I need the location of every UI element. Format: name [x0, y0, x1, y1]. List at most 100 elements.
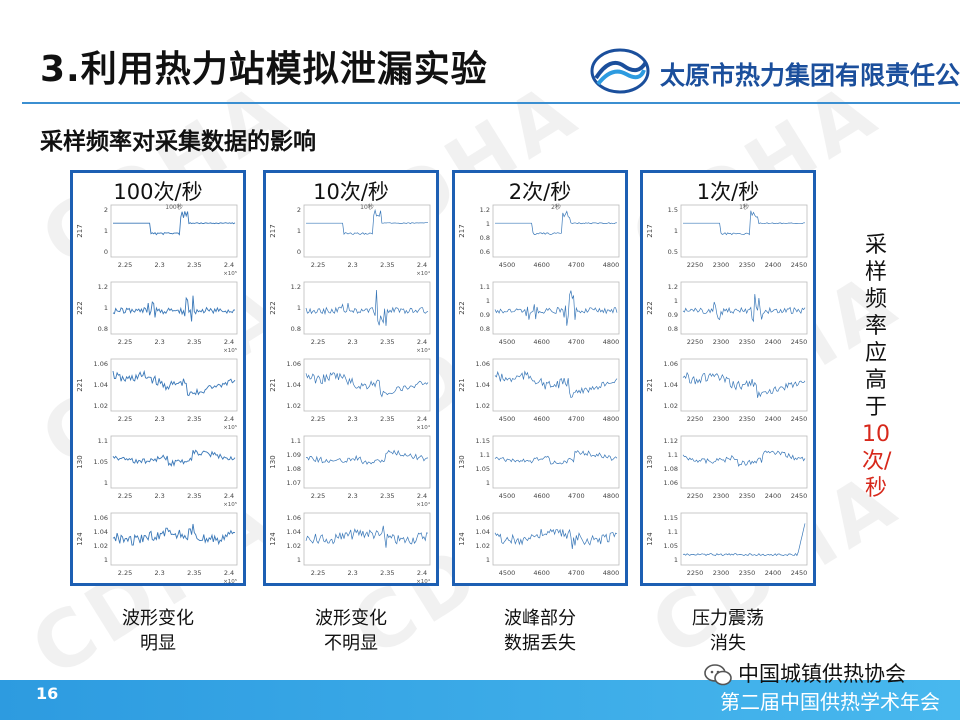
x-tick-label: 4500 [499, 261, 516, 269]
y-tick-label: 1.02 [664, 402, 678, 410]
y-tick-label: 0.5 [668, 248, 678, 256]
y-tick-label: 1.06 [287, 360, 301, 368]
sampling-panel: 2次/秒 2秒 217 1.2 1 0.8 0.6 4500 4600 4700 4800 222 1.… [452, 170, 628, 586]
y-tick-label: 1.02 [287, 402, 301, 410]
y-axis-label: 130 [646, 455, 654, 468]
y-tick-label: 1.02 [476, 402, 490, 410]
x-tick-label: 4500 [499, 492, 516, 500]
x-tick-label: 2.35 [380, 415, 394, 423]
y-tick-label: 1.08 [664, 465, 678, 473]
side-note-char: 于 [864, 395, 887, 420]
side-note: 采样频率应高于 10 次/秒 [862, 232, 891, 502]
x-tick-label: 2.3 [347, 415, 357, 423]
subplot-124: 124 1.06 1.04 1.02 1 2.25 2.3 2.35 2.4×10⁵ [76, 512, 238, 585]
subplot-221: 221 1.06 1.04 1.02 4500 4600 4700 4800 [458, 358, 620, 423]
x-tick-label: 2300 [713, 415, 730, 423]
x-tick-label: 4700 [568, 338, 585, 346]
x-tick-label: 2250 [687, 261, 704, 269]
conference-name: 第二届中国供热学术年会 [720, 690, 940, 714]
axes-frame [110, 281, 238, 335]
subplot-222: 222 1.1 1 0.9 0.8 4500 4600 4700 4800 [458, 281, 620, 346]
y-tick-label: 1 [486, 479, 490, 487]
y-tick-label: 1.04 [664, 381, 678, 389]
y-axis-label: 221 [646, 378, 654, 391]
x-tick-label: 2.4 [224, 415, 234, 423]
side-note-char: 频 [864, 287, 887, 312]
plot-title: 10秒 [360, 203, 374, 211]
axes-frame [492, 204, 620, 258]
axes-frame [492, 281, 620, 335]
plot-title: 2秒 [551, 203, 561, 211]
y-tick-label: 1.06 [664, 479, 678, 487]
y-tick-label: 0.9 [668, 311, 678, 319]
axes-frame [110, 358, 238, 412]
y-tick-label: 1.02 [94, 402, 108, 410]
y-tick-label: 0.8 [98, 325, 108, 333]
x-tick-label: 4600 [533, 415, 550, 423]
x-tick-label: 2.4 [224, 261, 234, 269]
y-axis-label: 130 [458, 455, 466, 468]
x-tick-label: 2.25 [311, 492, 325, 500]
x-tick-label: 2.35 [380, 338, 394, 346]
y-tick-label: 1.1 [668, 528, 678, 536]
y-tick-label: 1 [104, 304, 108, 312]
y-axis-label: 221 [458, 378, 466, 391]
x-tick-label: 2.4 [417, 492, 427, 500]
x-tick-label: 2.35 [187, 569, 201, 577]
y-axis-label: 130 [269, 455, 277, 468]
caption-line: 数据丢失 [504, 633, 576, 654]
x-tick-label: 4700 [568, 415, 585, 423]
axes-frame [303, 204, 431, 258]
x-tick-label: 2.35 [380, 569, 394, 577]
subplot-130: 130 1.12 1.1 1.08 1.06 2250 2300 2350 2400 2450 [646, 435, 808, 500]
signal-trace [112, 449, 236, 467]
x-tick-label: 2.35 [187, 415, 201, 423]
x-tick-label: 2.3 [154, 492, 164, 500]
axes-frame [110, 435, 238, 489]
x-tick-label: 2.35 [380, 492, 394, 500]
caption-line: 波形变化 [315, 608, 387, 629]
x-tick-label: 2.35 [187, 338, 201, 346]
x-tick-label: 4600 [533, 492, 550, 500]
x-tick-label: 4700 [568, 569, 585, 577]
footer-bar [0, 680, 960, 720]
y-axis-label: 130 [76, 455, 84, 468]
x-tick-label: 2450 [791, 338, 808, 346]
x-exponent-label: ×10⁴ [416, 347, 431, 354]
y-tick-label: 1.1 [291, 437, 301, 445]
association-name: 中国城镇供热协会 [738, 662, 906, 686]
y-axis-label: 222 [76, 301, 84, 314]
subplot-222: 222 1.2 1 0.8 2.25 2.3 2.35 2.4×10⁴ [269, 281, 431, 354]
x-tick-label: 2300 [713, 338, 730, 346]
signal-trace [305, 289, 429, 326]
x-tick-label: 2.25 [118, 492, 132, 500]
sampling-panel: 100次/秒 100秒 217 2 1 0 2.25 2.3 2.35 2.4 ×10⁵ 222 1.2… [70, 170, 246, 586]
y-axis-label: 124 [646, 532, 654, 546]
x-tick-label: 2250 [687, 569, 704, 577]
x-exponent-label: ×10⁴ [416, 424, 431, 431]
y-tick-label: 1.15 [476, 437, 490, 445]
x-tick-label: 2400 [765, 261, 782, 269]
x-tick-label: 2350 [739, 415, 756, 423]
signal-trace [682, 294, 806, 323]
y-axis-label: 217 [269, 224, 277, 237]
section-subtitle: 采样频率对采集数据的影响 [40, 129, 316, 155]
axes-frame [680, 281, 808, 335]
y-tick-label: 1.06 [476, 514, 490, 522]
y-tick-label: 1 [674, 297, 678, 305]
x-tick-label: 2350 [739, 338, 756, 346]
y-axis-label: 124 [458, 532, 466, 546]
signal-trace [305, 525, 429, 548]
caption-line: 消失 [710, 633, 746, 654]
x-tick-label: 2.3 [154, 261, 164, 269]
x-tick-label: 4600 [533, 338, 550, 346]
x-tick-label: 2.4 [417, 415, 427, 423]
subplot-124: 124 1.06 1.04 1.02 1 4500 4600 4700 4800 [458, 512, 620, 577]
y-tick-label: 1 [674, 556, 678, 564]
x-exponent-label: ×10⁴ [416, 501, 431, 508]
x-exponent-label: ×10⁵ [223, 270, 237, 277]
y-tick-label: 1.1 [480, 451, 490, 459]
x-tick-label: 2300 [713, 261, 730, 269]
y-tick-label: 1.06 [94, 514, 108, 522]
y-tick-label: 1.07 [287, 479, 301, 487]
